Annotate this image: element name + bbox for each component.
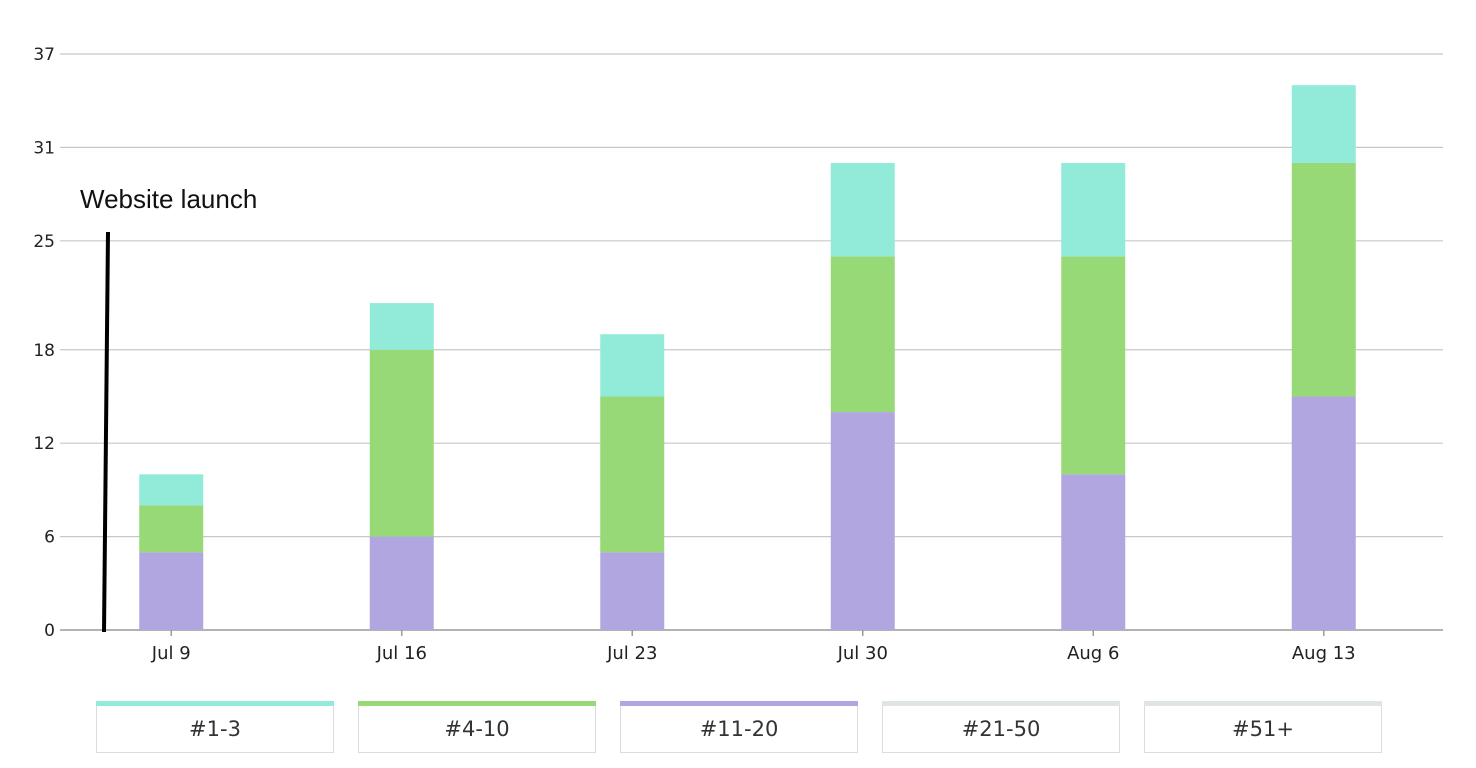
bars — [139, 85, 1356, 630]
y-tick-label: 18 — [33, 341, 55, 361]
y-tick-label: 0 — [44, 621, 55, 641]
y-tick-label: 31 — [33, 138, 55, 158]
legend-label: #11-20 — [699, 716, 779, 741]
bar-segment — [1291, 85, 1356, 163]
legend-label: #4-10 — [444, 716, 510, 741]
legend-item-51-plus[interactable]: #51+ — [1144, 701, 1382, 753]
legend-item-11-20[interactable]: #11-20 — [620, 701, 858, 753]
launch-marker-line — [102, 231, 110, 633]
legend-swatch — [96, 701, 334, 706]
bar-segment — [369, 349, 434, 537]
legend-swatch — [1144, 701, 1382, 706]
legend-item-21-50[interactable]: #21-50 — [882, 701, 1120, 753]
bar-segment — [600, 396, 665, 553]
legend-swatch — [358, 701, 596, 706]
legend: #1-3 #4-10 #11-20 #21-50 #51+ — [96, 701, 1382, 755]
bar-segment — [369, 536, 434, 630]
y-tick-label: 25 — [33, 232, 55, 252]
bar-segment — [830, 256, 895, 413]
legend-item-1-3[interactable]: #1-3 — [96, 701, 334, 753]
bar-segment — [1061, 162, 1126, 257]
y-tick-label: 6 — [44, 528, 55, 548]
bar-segment — [830, 162, 895, 257]
legend-label: #1-3 — [189, 716, 241, 741]
x-tick-label: Aug 13 — [1292, 643, 1356, 664]
bar-segment — [139, 552, 204, 630]
x-axis-ticks: Jul 9 Jul 16 Jul 23 Jul 30 Aug 6 Aug 13 — [151, 630, 1356, 664]
bar-segment — [139, 474, 204, 506]
bar-segment — [1061, 256, 1126, 475]
x-tick-label: Jul 9 — [151, 643, 191, 664]
legend-label: #21-50 — [961, 716, 1041, 741]
bar-segment — [139, 505, 204, 553]
y-tick-label: 37 — [33, 45, 55, 65]
bar-segment — [1291, 396, 1356, 630]
bar-segment — [1291, 162, 1356, 397]
x-tick-label: Jul 23 — [606, 643, 657, 664]
legend-label: #51+ — [1232, 716, 1294, 741]
launch-annotation-label: Website launch — [80, 184, 257, 214]
x-tick-label: Jul 30 — [837, 643, 888, 664]
bar-segment — [600, 334, 665, 397]
launch-annotation: Website launch — [80, 184, 257, 633]
legend-swatch — [620, 701, 858, 706]
bar-segment — [830, 412, 895, 630]
x-tick-label: Aug 6 — [1067, 643, 1119, 664]
bar-segment — [1061, 474, 1126, 630]
legend-swatch — [882, 701, 1120, 706]
bar-segment — [369, 303, 434, 350]
legend-item-4-10[interactable]: #4-10 — [358, 701, 596, 753]
stacked-bar-chart: 0 6 12 18 25 31 37 Jul 9 Jul 16 Jul 23 Jul 30 Aug … — [33, 45, 1443, 664]
x-tick-label: Jul 16 — [376, 643, 427, 664]
bar-segment — [600, 552, 665, 630]
y-axis-ticks: 0 6 12 18 25 31 37 — [33, 45, 55, 641]
gridlines — [60, 53, 1443, 631]
y-tick-label: 12 — [33, 434, 55, 454]
